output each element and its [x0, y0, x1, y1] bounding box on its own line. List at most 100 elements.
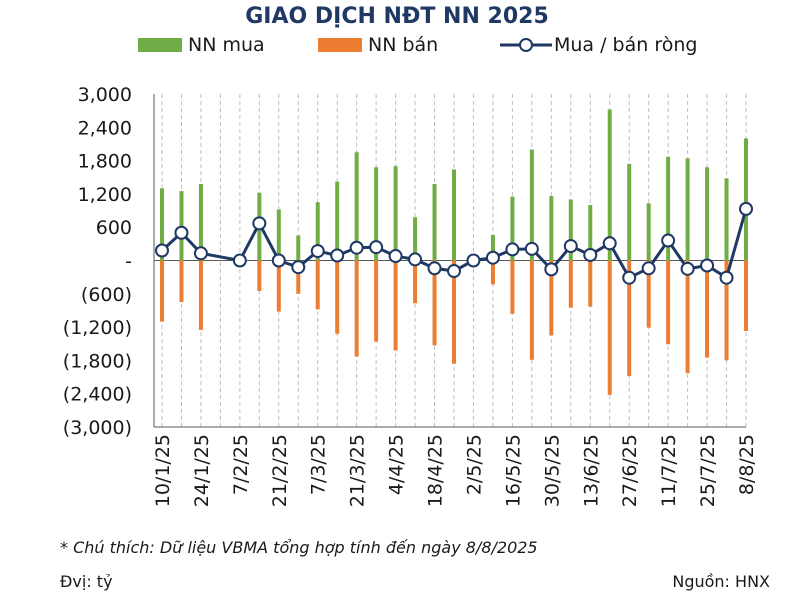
net-point [602, 236, 617, 251]
bar-sell [374, 260, 379, 342]
net-point [700, 258, 715, 273]
x-tick-label: 7/2/25 [230, 434, 252, 495]
y-tick-label: (2,400) [63, 384, 132, 406]
x-tick-label: 30/5/25 [541, 434, 563, 507]
net-point [155, 243, 169, 258]
y-tick-label: - [125, 251, 132, 273]
bar-sell [160, 260, 164, 322]
net-point [719, 270, 734, 285]
source-label: Nguồn: HNX [672, 572, 770, 591]
x-tick-label: 24/1/25 [191, 434, 213, 507]
bar-sell [296, 260, 301, 294]
x-tick-label: 2/5/25 [463, 434, 485, 495]
bar-buy [335, 181, 340, 261]
x-tick-label: 13/6/25 [580, 434, 602, 507]
bar-buy [490, 234, 495, 261]
net-point [661, 233, 676, 248]
net-point [544, 262, 559, 277]
x-tick-label: 4/4/25 [386, 434, 408, 495]
legend-item-sell: NN bán [318, 34, 438, 56]
x-tick-label: 10/1/25 [152, 434, 174, 507]
bar-buy [160, 188, 164, 261]
net-point [447, 264, 461, 279]
x-tick-label: 25/7/25 [697, 434, 719, 507]
net-point [232, 253, 247, 268]
net-point [505, 242, 520, 257]
bar-sell [588, 260, 593, 307]
bar-sell [549, 260, 554, 336]
bar-sell [315, 260, 320, 310]
net-point [174, 225, 189, 240]
x-tick-label: 16/5/25 [502, 434, 524, 507]
net-point [485, 250, 500, 265]
bar-sell [452, 260, 456, 364]
net-point [252, 216, 267, 231]
bar-buy [296, 235, 301, 261]
bar-sell [335, 260, 340, 334]
x-tick-label: 11/7/25 [658, 434, 680, 507]
bar-sell [607, 260, 612, 395]
net-point [583, 247, 598, 262]
y-tick-label: (600) [81, 284, 132, 306]
legend-swatch-net [500, 38, 552, 52]
net-point [563, 239, 578, 254]
x-tick-label: 7/3/25 [308, 434, 330, 495]
bar-sell [198, 260, 203, 330]
y-tick-label: (3,000) [63, 417, 132, 439]
net-point [408, 252, 423, 267]
x-tick-label: 21/3/25 [347, 434, 369, 507]
bar-sell [646, 260, 651, 328]
net-point [388, 249, 403, 264]
bar-sell [744, 260, 748, 331]
net-point [622, 270, 637, 285]
bar-buy [568, 199, 573, 261]
bar-sell [276, 260, 281, 312]
footnote: * Chú thích: Dữ liệu VBMA tổng hợp tính … [60, 538, 538, 557]
bar-sell [413, 260, 418, 304]
legend-item-net: Mua / bán ròng [498, 34, 697, 56]
legend-item-buy: NN mua [138, 34, 265, 56]
legend-swatch-sell [318, 38, 362, 52]
net-point [427, 261, 442, 276]
x-tick-label: 21/2/25 [269, 434, 291, 507]
bar-buy [393, 166, 398, 261]
y-tick-label: (1,800) [63, 350, 132, 372]
chart-title: GIAO DỊCH NĐT NN 2025 [245, 4, 549, 29]
bar-buy [646, 203, 651, 261]
bar-buy [529, 149, 534, 261]
chart-legend: NN mua NN bán Mua / bán ròng [0, 34, 794, 60]
net-point [271, 253, 286, 268]
net-point [466, 253, 481, 268]
bar-sell [666, 260, 671, 345]
net-point [291, 260, 306, 275]
x-tick-label: 8/8/25 [736, 434, 758, 495]
net-point [680, 261, 695, 276]
x-tick-label: 18/4/25 [425, 434, 447, 507]
net-point [369, 240, 384, 255]
bar-buy [685, 158, 690, 261]
bar-sell [568, 260, 573, 308]
bar-buy [374, 167, 379, 261]
bar-sell [393, 260, 398, 351]
bar-buy [432, 183, 437, 261]
bar-sell [529, 260, 534, 360]
net-point [310, 244, 325, 259]
bar-sell [354, 260, 359, 357]
bar-buy [744, 138, 748, 261]
net-point [641, 261, 656, 276]
bar-sell [257, 260, 262, 292]
net-point [193, 246, 208, 261]
bar-sell [432, 260, 437, 346]
net-point [739, 201, 753, 216]
bar-buy [413, 217, 418, 261]
bar-buy [666, 156, 671, 261]
bar-sell [510, 260, 515, 314]
bar-sell [490, 260, 495, 285]
unit-label: Đvị: tỷ [60, 572, 113, 591]
y-tick-label: 1,800 [78, 151, 132, 173]
legend-label-buy: NN mua [188, 34, 265, 56]
legend-label-sell: NN bán [368, 34, 439, 56]
bar-buy [276, 209, 281, 261]
bar-buy [705, 167, 710, 261]
